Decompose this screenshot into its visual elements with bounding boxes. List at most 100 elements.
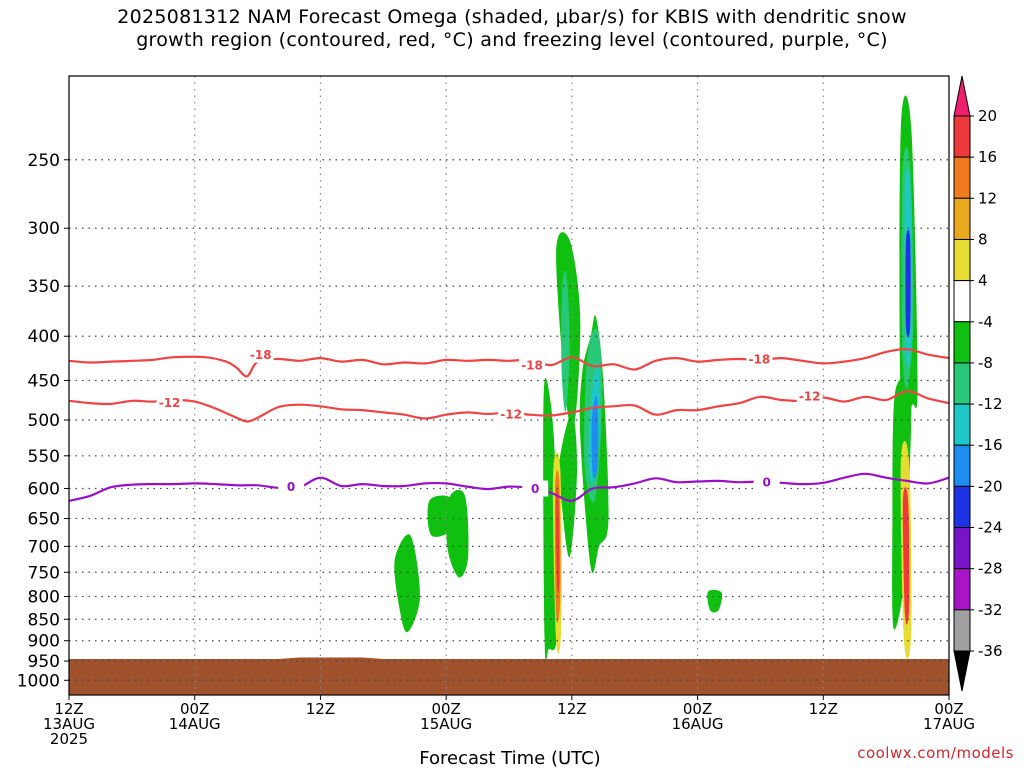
colorbar-label: -4: [978, 313, 993, 331]
x-tick-label: 00Z: [180, 700, 209, 718]
ground-layer: [69, 657, 949, 695]
colorbar-box: [953, 197, 971, 240]
contour-line-0: [69, 348, 949, 378]
y-tick-label: 300: [28, 219, 60, 239]
colorbar-box: [953, 403, 971, 446]
colorbar-label: -20: [978, 477, 1003, 495]
colorbar-box: [953, 527, 971, 570]
colorbar-label: -16: [978, 436, 1003, 454]
omega-region-18: [561, 270, 570, 413]
omega-region-5: [569, 500, 611, 638]
contour-label: -12: [799, 389, 821, 403]
colorbar-box: [953, 444, 971, 487]
colorbar-label: -32: [978, 601, 1003, 619]
source-credit: coolwx.com/models: [857, 744, 1014, 762]
colorbar-box: [953, 280, 971, 323]
omega-region-12: [543, 377, 558, 663]
x-tick-label: 16AUG: [672, 715, 724, 733]
y-tick-label: 350: [28, 277, 60, 297]
omega-region-29: [902, 487, 910, 625]
colorbar: 20 16 12 8 4 -4 -8 -12 -16 -20 -24 -28 -32 -36: [953, 75, 1003, 692]
x-tick-label: 12Z: [809, 700, 838, 718]
shaded-omega-layer: [246, 95, 918, 663]
colorbar-label: -8: [978, 354, 993, 372]
contour-label-bg: [519, 357, 546, 374]
title-line-1: 2025081312 NAM Forecast Omega (shaded, μ…: [117, 6, 907, 28]
colorbar-box: [953, 485, 971, 529]
y-tick-label: 600: [28, 479, 60, 499]
colorbar-label: -24: [978, 519, 1003, 537]
colorbar-label: 4: [978, 272, 988, 290]
colorbar-label: 20: [978, 107, 997, 125]
y-tick-label: 850: [28, 610, 60, 630]
x-tick-label: 17AUG: [923, 715, 975, 733]
x-axis-label: Forecast Time (UTC): [419, 748, 600, 768]
x-tick-label: 12Z: [54, 700, 83, 718]
ground-fill: [69, 657, 949, 695]
colorbar-box: [953, 156, 971, 199]
omega-region-9: [446, 489, 469, 578]
contour-label-bg: [753, 474, 780, 491]
y-tick-label: 400: [28, 327, 60, 347]
omega-region-10: [394, 534, 421, 633]
omega-region-13: [558, 412, 578, 558]
contour-layer: -18 -18 -18 -12 -12 -12 0 0 0: [69, 346, 949, 502]
omega-region-24: [905, 229, 911, 338]
y-tick-label: 750: [28, 563, 60, 583]
title-line-2: growth region (contoured, red, °C) and f…: [136, 29, 888, 51]
colorbar-label: -28: [978, 560, 1003, 578]
omega-region-1: [587, 272, 596, 320]
omega-region-11: [707, 589, 723, 613]
y-tick-label: 550: [28, 447, 60, 467]
colorbar-label: -12: [978, 395, 1003, 413]
y-tick-label: 1000: [17, 671, 60, 691]
y-tick-label: 500: [28, 411, 60, 431]
x-tick-label: 00Z: [683, 700, 712, 718]
contour-label-bg: [156, 394, 183, 411]
colorbar-bottom-arrow: [953, 650, 971, 692]
chart-title: 2025081312 NAM Forecast Omega (shaded, μ…: [0, 6, 1024, 52]
colorbar-top-arrow: [953, 75, 971, 117]
colorbar-box: [953, 362, 971, 405]
y-tick-label: 450: [28, 371, 60, 391]
omega-region-3: [249, 369, 289, 612]
omega-region-23: [591, 395, 599, 479]
y-axis-ticks: 2503003504004505005506006507007508008509…: [17, 151, 69, 691]
omega-region-2: [246, 269, 253, 336]
contour-label-bg: [498, 405, 525, 422]
contour-label: -18: [749, 353, 771, 367]
omega-region-27: [556, 486, 560, 594]
omega-region-7: [658, 448, 663, 483]
contour-label: 0: [287, 480, 295, 494]
x-tick-label: 00Z: [431, 700, 460, 718]
omega-region-6: [758, 439, 795, 578]
omega-region-0: [548, 103, 559, 250]
contour-label: 0: [763, 476, 771, 490]
contour-label: -18: [521, 359, 543, 373]
x-tick-label: 12Z: [306, 700, 335, 718]
contour-label: -12: [500, 407, 522, 421]
grid-layer: [69, 76, 949, 695]
contour-label: -12: [159, 396, 181, 410]
y-tick-label: 650: [28, 510, 60, 530]
colorbar-box: [953, 609, 971, 652]
colorbar-box: [953, 321, 971, 364]
colorbar-label: 8: [978, 230, 988, 248]
contour-label: 0: [531, 482, 539, 496]
contour-label-bg: [796, 387, 823, 404]
y-tick-label: 250: [28, 151, 60, 171]
contour-line-2: [69, 472, 949, 502]
x-tick-label: 2025: [50, 730, 88, 748]
colorbar-box: [953, 568, 971, 611]
plot-frame: [68, 75, 950, 696]
colorbar-box: [953, 115, 971, 158]
colorbar-box: [953, 238, 971, 282]
contour-label-bg: [746, 351, 773, 368]
y-tick-label: 800: [28, 587, 60, 607]
contour-label-bg: [522, 480, 549, 497]
colorbar-label: 12: [978, 189, 997, 207]
x-tick-label: 12Z: [557, 700, 586, 718]
y-tick-label: 950: [28, 652, 60, 672]
y-tick-label: 900: [28, 632, 60, 652]
